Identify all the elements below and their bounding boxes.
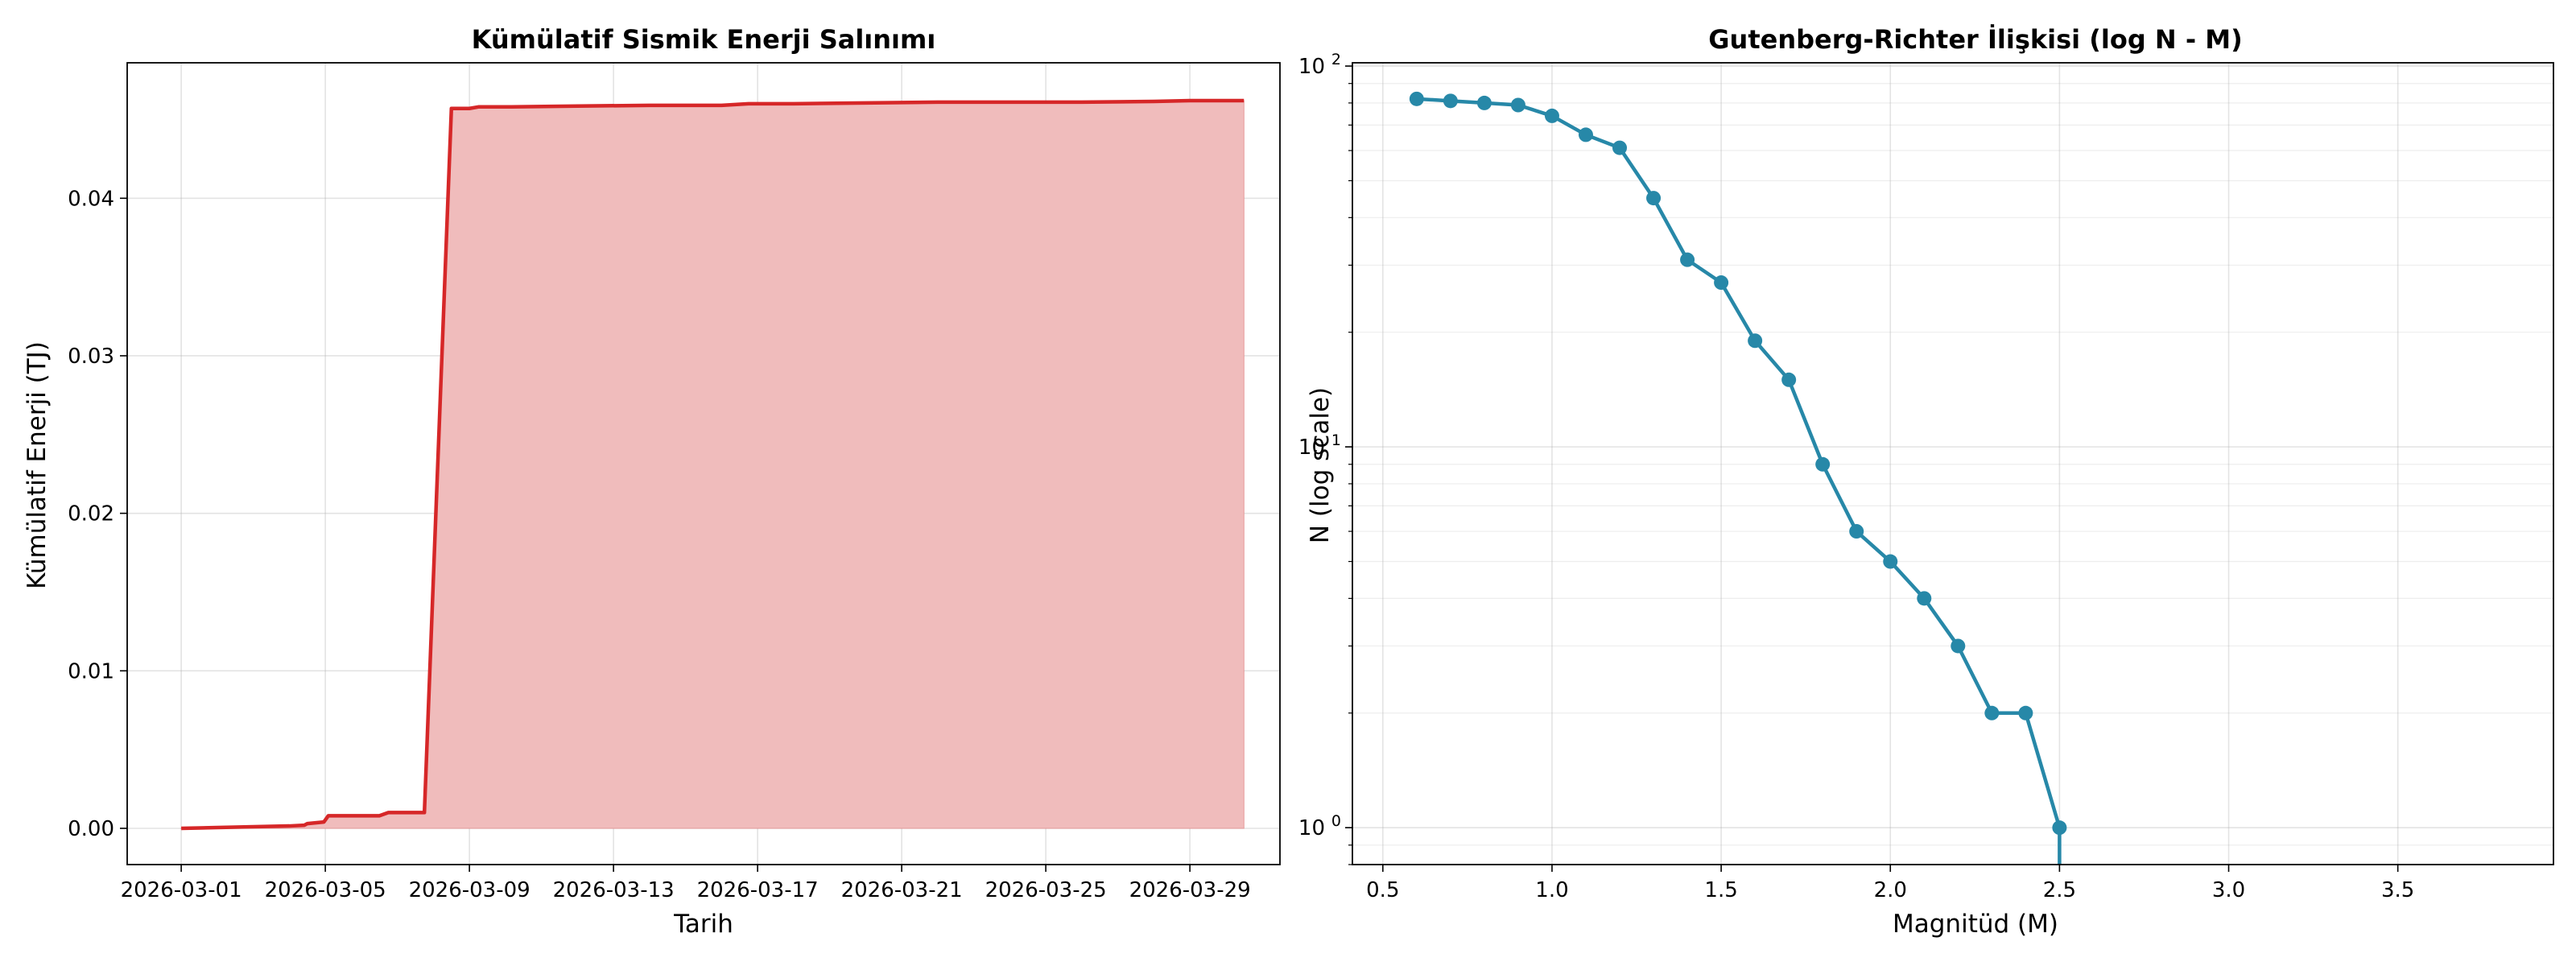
gr-data-point [1917,591,1932,606]
gr-data-point [1409,91,1424,106]
gutenberg-richter-chart: Gutenberg-Richter İlişkisi (log N - M) 0… [1298,24,2554,939]
energy-x-tick-label: 2026-03-01 [121,878,242,902]
gr-series-line [1416,97,2062,865]
gr-y-tick-exponent: 2 [1331,51,1341,68]
energy-plot-frame [126,62,1281,865]
gr-data-point [2018,705,2033,720]
gr-data-point [1680,252,1695,267]
gr-data-point [1476,95,1492,110]
gr-y-tick-label: 10 [1298,55,1325,79]
energy-y-tick-label: 0.03 [68,345,114,369]
energy-x-tick-label: 2026-03-17 [697,878,819,902]
gr-x-tick-label: 0.5 [1366,878,1399,902]
gr-y-tick-base: 10 [1298,816,1325,840]
energy-x-tick-label: 2026-03-05 [265,878,386,902]
gr-data-point [1544,108,1559,123]
gr-x-tick-label: 3.5 [2381,878,2414,902]
gr-chart-title: Gutenberg-Richter İlişkisi (log N - M) [1708,24,2242,55]
gr-data-point [2052,820,2067,836]
gr-data-point [1578,127,1593,142]
gr-data-point [1815,456,1831,472]
gr-x-tick-label: 1.0 [1535,878,1568,902]
gr-data-point [1951,638,1966,654]
gr-data-point [1883,554,1898,569]
gr-y-tick-base: 10 [1298,436,1325,460]
gr-x-tick-label: 2.5 [2043,878,2076,902]
energy-x-tick-label: 2026-03-09 [409,878,530,902]
gr-data-point [1849,524,1864,539]
energy-x-tick-label: 2026-03-13 [553,878,675,902]
gr-x-tick-label: 1.5 [1704,878,1737,902]
gr-y-tick-exponent: 0 [1331,812,1341,830]
energy-y-tick-label: 0.00 [68,817,114,841]
gr-data-point [1612,140,1628,155]
gr-data-point [1510,97,1525,113]
gr-plot-frame [1352,62,2554,865]
gr-plot-area: 0.5 1.0 1.5 2.0 2.5 3.0 3.5 10 0 10 1 10 2 [1298,51,2554,902]
gr-y-tick-label: 10 [1298,436,1325,460]
gr-y-tick-exponent: 1 [1331,431,1341,449]
gr-data-point [1714,275,1729,291]
energy-x-tick-label: 2026-03-29 [1129,878,1251,902]
energy-y-tick-label: 0.04 [68,187,114,211]
energy-x-tick-label: 2026-03-25 [985,878,1107,902]
energy-x-tick-label: 2026-03-21 [841,878,963,902]
gr-x-tick-label: 2.0 [1874,878,1907,902]
gr-data-point [1748,333,1763,349]
energy-y-tick-label: 0.01 [68,659,114,683]
gr-y-axis-label: N (log scale) [1306,387,1335,543]
gr-data-point [1984,705,2000,720]
gr-y-tick-label: 10 [1298,816,1325,840]
energy-plot-area: 2026-03-01 2026-03-05 2026-03-09 2026-03-13… [68,62,1281,902]
energy-y-axis-label: Kümülatif Enerji (TJ) [23,341,52,589]
energy-y-tick-label: 0.02 [68,502,114,526]
gr-data-point [1646,191,1662,206]
energy-chart: Kümülatif Sismik Enerji Salınımı 2026-03… [23,24,1281,939]
gr-y-tick-base: 10 [1298,55,1325,79]
energy-fill-area [181,100,1245,829]
gr-x-axis-label: Magnitüd (M) [1893,910,2058,939]
gr-x-tick-label: 3.0 [2212,878,2245,902]
energy-x-axis-label: Tarih [673,910,733,939]
energy-series-line [181,98,1245,831]
energy-chart-title: Kümülatif Sismik Enerji Salınımı [472,24,936,55]
gr-data-point [1443,93,1458,109]
gr-data-point [1781,372,1797,387]
